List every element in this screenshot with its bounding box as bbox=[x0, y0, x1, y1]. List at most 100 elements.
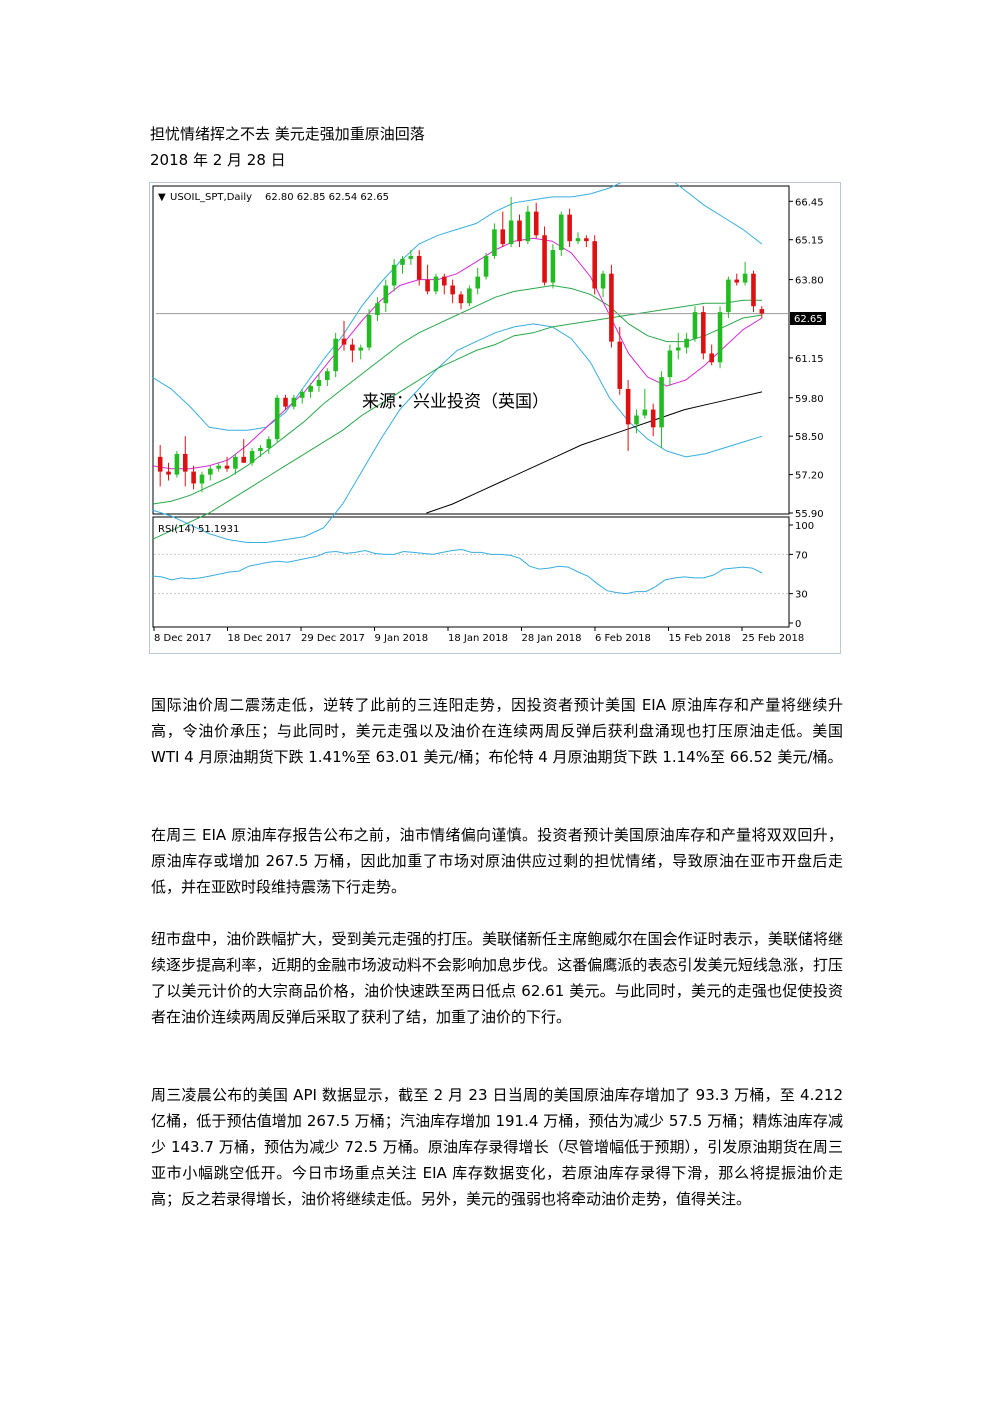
candle bbox=[567, 208, 572, 248]
candle bbox=[742, 261, 748, 286]
candle-body bbox=[617, 341, 623, 389]
candle-body bbox=[726, 279, 731, 313]
candle-body bbox=[266, 439, 272, 448]
candle bbox=[341, 320, 347, 351]
x-tick-label: 25 Feb 2018 bbox=[742, 633, 804, 644]
chart-canvas: 100 70 30 0 66.45 65.15 63.80 61.15 59.80 58.50 5… bbox=[150, 183, 840, 653]
x-tick-label: 15 Feb 2018 bbox=[669, 633, 731, 644]
candle bbox=[182, 436, 188, 487]
candle-body bbox=[584, 238, 589, 242]
candle bbox=[274, 394, 280, 443]
chart-watermark: 来源：兴业投资（英国） bbox=[362, 392, 549, 412]
paragraph-3: 纽市盘中，油价跌幅扩大，受到美元走强的打压。美联储新任主席鲍威尔在国会作证时表示… bbox=[151, 930, 843, 1026]
candle bbox=[166, 462, 171, 481]
candle bbox=[358, 344, 364, 360]
moving-average-midlong-line bbox=[151, 299, 762, 541]
candle bbox=[291, 394, 297, 410]
chart-ohlc: 62.80 62.85 62.54 62.65 bbox=[265, 192, 389, 203]
candle-body bbox=[500, 229, 506, 245]
candle-body bbox=[400, 258, 405, 265]
candle-body bbox=[341, 338, 347, 345]
candle-body bbox=[274, 397, 280, 440]
candle bbox=[441, 273, 447, 295]
candle-body bbox=[659, 377, 664, 428]
candle-body bbox=[751, 273, 756, 307]
candle-body bbox=[642, 409, 648, 416]
candle-body bbox=[191, 471, 196, 484]
chart-header-arrow: ▼ bbox=[158, 192, 166, 203]
candle bbox=[533, 202, 539, 239]
x-tick-label: 28 Jan 2018 bbox=[522, 633, 582, 644]
candle bbox=[625, 380, 631, 451]
candle bbox=[517, 214, 522, 248]
candle bbox=[216, 462, 221, 472]
candle-body bbox=[684, 338, 689, 348]
candle-body bbox=[224, 465, 230, 469]
candle-body bbox=[667, 350, 673, 378]
bollinger-lower-line bbox=[151, 323, 763, 543]
candle bbox=[634, 409, 639, 434]
y-tick-label: 61.15 bbox=[795, 354, 824, 365]
candle-body bbox=[241, 456, 247, 463]
candle-body bbox=[759, 309, 765, 314]
candle-body bbox=[742, 273, 748, 283]
candle-body bbox=[450, 285, 455, 295]
candle-body bbox=[216, 465, 221, 469]
candle-body bbox=[701, 312, 706, 354]
candle-body bbox=[433, 276, 439, 292]
candle bbox=[525, 205, 531, 245]
candle bbox=[483, 253, 489, 280]
candle bbox=[325, 368, 330, 386]
paragraph-4: 周三凌晨公布的美国 API 数据显示，截至 2 月 23 日当周的美国原油库存增… bbox=[151, 1086, 843, 1208]
candle bbox=[659, 371, 664, 448]
candle bbox=[575, 232, 581, 245]
candle-body bbox=[208, 468, 213, 475]
main-panel bbox=[152, 185, 790, 515]
candle bbox=[684, 332, 689, 354]
candle bbox=[508, 196, 514, 248]
candle bbox=[642, 388, 648, 419]
candle bbox=[333, 332, 338, 378]
candle-body bbox=[291, 397, 297, 407]
y-tick-label: 63.80 bbox=[795, 276, 824, 287]
candle-body bbox=[558, 214, 564, 251]
candle bbox=[308, 383, 313, 398]
candle bbox=[433, 273, 439, 295]
candle bbox=[701, 306, 706, 360]
candle bbox=[400, 255, 405, 274]
paragraph-1: 国际油价周二震荡走低，逆转了此前的三连阳走势，因投资者预计美国 EIA 原油库存… bbox=[151, 696, 843, 766]
candle bbox=[425, 264, 430, 295]
candle-body bbox=[199, 474, 205, 484]
candle-body bbox=[383, 285, 389, 304]
candle bbox=[391, 258, 397, 292]
moving-average-long-line bbox=[426, 391, 763, 514]
x-tick-label: 6 Feb 2018 bbox=[595, 633, 651, 644]
candle-body bbox=[441, 276, 447, 286]
candle bbox=[584, 235, 589, 248]
candle-body bbox=[692, 312, 698, 339]
current-price-label: 62.65 bbox=[794, 314, 823, 325]
y-tick-label: 65.15 bbox=[795, 236, 824, 247]
x-tick-label: 18 Dec 2017 bbox=[228, 633, 292, 644]
bollinger-upper-line bbox=[151, 183, 763, 431]
candle-body bbox=[650, 409, 656, 428]
candle-body bbox=[675, 347, 681, 351]
rsi-y-tick-label: 70 bbox=[795, 550, 808, 561]
candle-body bbox=[600, 273, 606, 289]
candle bbox=[467, 285, 472, 307]
x-tick-label: 29 Dec 2017 bbox=[301, 633, 365, 644]
candle bbox=[266, 436, 272, 454]
candle bbox=[734, 273, 740, 286]
candle-body bbox=[233, 456, 238, 469]
rsi-line bbox=[151, 548, 763, 595]
candle bbox=[258, 445, 263, 457]
x-tick-label: 18 Jan 2018 bbox=[448, 633, 508, 644]
candle-body bbox=[308, 385, 313, 392]
y-tick-label: 59.80 bbox=[795, 394, 824, 405]
candle bbox=[650, 403, 656, 437]
candle bbox=[316, 374, 322, 392]
candle bbox=[383, 279, 389, 313]
candle bbox=[174, 450, 180, 478]
candle-body bbox=[508, 220, 514, 245]
candle bbox=[592, 235, 597, 295]
